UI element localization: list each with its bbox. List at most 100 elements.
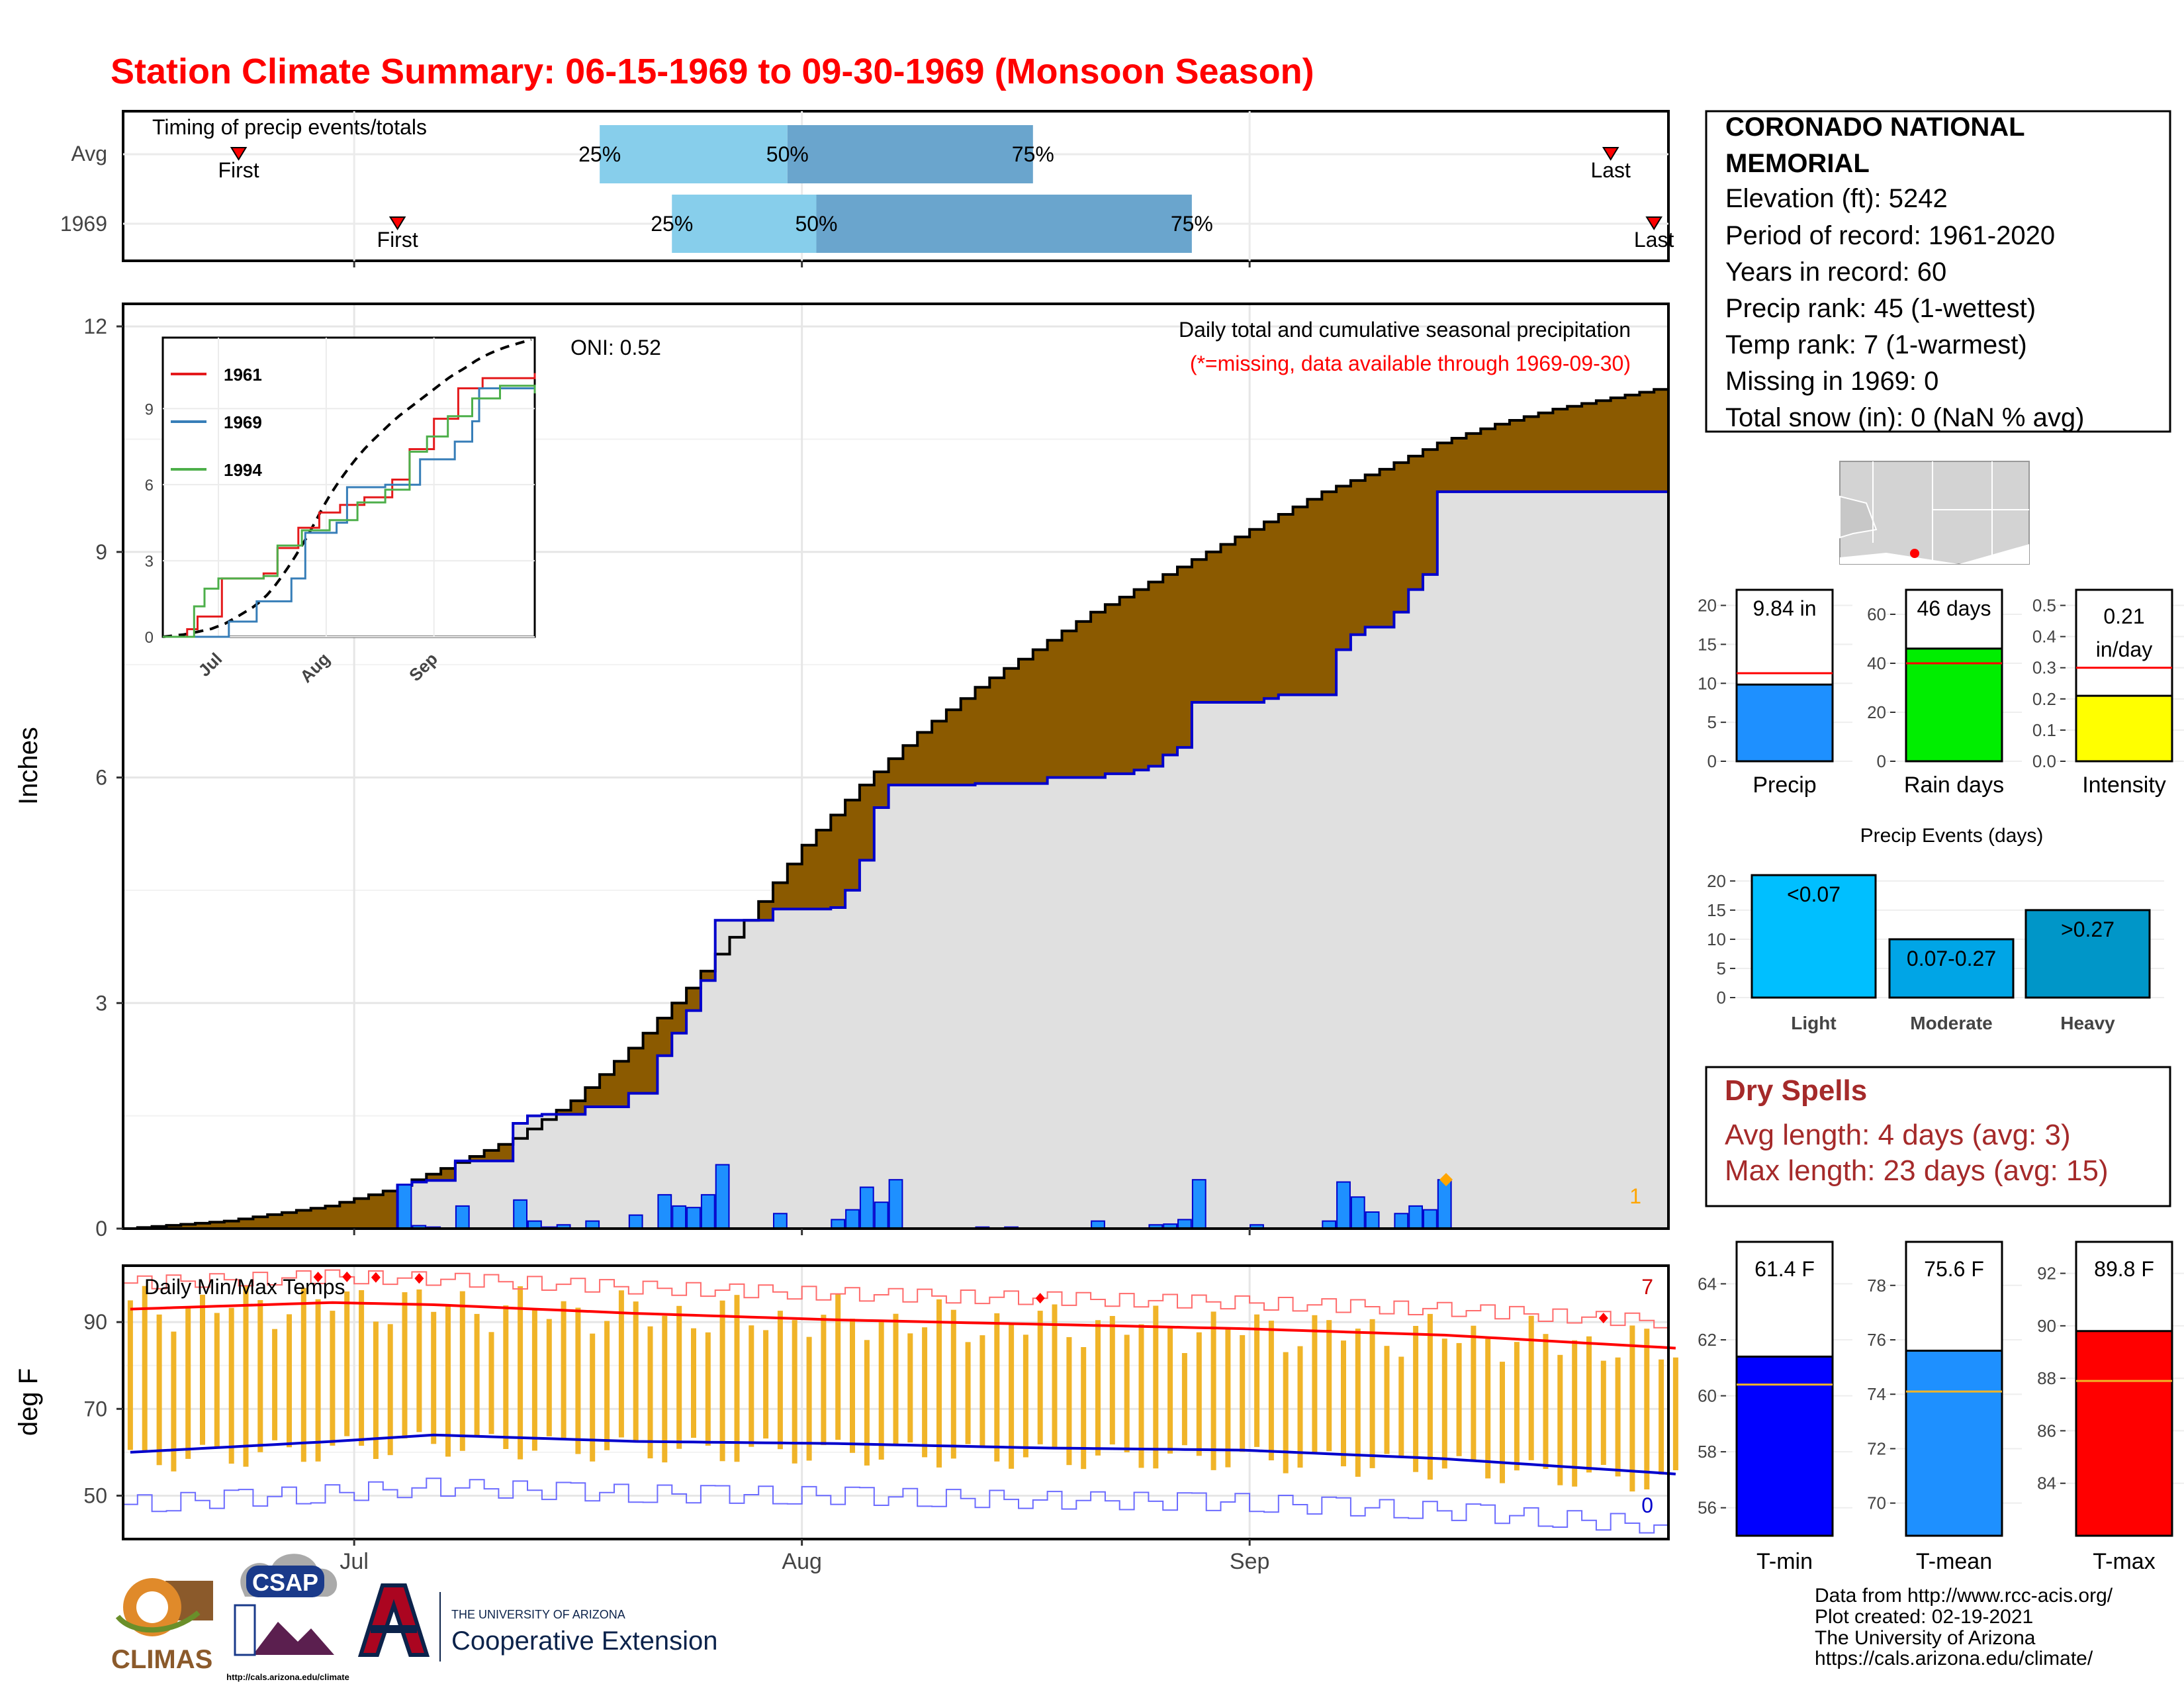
- daily-temp-bar: [1341, 1340, 1346, 1467]
- summary-y-tick-label: 40: [1867, 653, 1886, 673]
- temp-summary-category-label: T-mean: [1916, 1549, 1992, 1574]
- precip-max-day-marker: [1439, 1173, 1453, 1186]
- summary-y-tick-label: 20: [1867, 702, 1886, 722]
- daily-temp-bar: [1312, 1315, 1318, 1453]
- summary-y-tick-label: 0.4: [2032, 627, 2056, 647]
- daily-precip-bar: [1177, 1219, 1192, 1230]
- daily-temp-bar: [965, 1342, 971, 1444]
- daily-precip-bar: [397, 1184, 412, 1229]
- temp-max-record-count: 7: [1641, 1275, 1653, 1299]
- temp-summary-value-bar: [1905, 1349, 2003, 1537]
- inset-y-tick-label: 3: [145, 553, 154, 571]
- daily-temp-bar: [474, 1313, 480, 1436]
- daily-temp-bar: [575, 1307, 581, 1454]
- precip-y-tick-label: 9: [95, 540, 107, 564]
- station-name-line1: CORONADO NATIONAL: [1725, 113, 2025, 142]
- daily-temp-bar: [200, 1294, 205, 1445]
- daily-temp-bar: [1369, 1319, 1375, 1468]
- timing-row-label-avg: Avg: [71, 142, 107, 165]
- daily-temp-bar: [300, 1288, 306, 1462]
- dry-spells-title: Dry Spells: [1725, 1074, 1867, 1107]
- x-axis: Jul Aug Sep: [340, 261, 1269, 1574]
- temp-summary-value-bar: [1735, 1355, 1834, 1537]
- temp-summary-category-label: T-max: [2093, 1549, 2155, 1574]
- daily-temp-bar: [1081, 1347, 1087, 1470]
- daily-temp-bar: [676, 1305, 682, 1449]
- temperature-panel: Daily Min/Max Temps 7 0 50 70 90 deg F: [14, 1264, 1678, 1540]
- events-y-tick-label: 5: [1717, 959, 1726, 978]
- inset-line-1961: [163, 373, 536, 638]
- temp-summary-y-tick-label: 86: [2037, 1421, 2056, 1440]
- daily-temp-bar: [1572, 1340, 1578, 1487]
- temp-summary-y-tick-label: 74: [1867, 1384, 1886, 1404]
- temp-summary-value-bar: [2075, 1330, 2173, 1537]
- daily-temp-bar: [647, 1326, 653, 1459]
- summary-bar-category-label: Precip: [1752, 773, 1816, 798]
- timing-first-marker: [230, 147, 248, 161]
- daily-temp-bar: [705, 1332, 711, 1446]
- daily-temp-bar: [1023, 1335, 1028, 1458]
- events-bar-value-label: >0.27: [2061, 917, 2115, 941]
- daily-temp-bar: [214, 1313, 220, 1449]
- station-location-dot: [1910, 549, 1919, 558]
- footer-data-source: Data from http://www.rcc-acis.org/: [1815, 1585, 2113, 1607]
- daily-temp-bar: [402, 1292, 408, 1438]
- daily-temp-bar: [777, 1311, 783, 1450]
- summary-bar-value-label: 46 days: [1917, 596, 1991, 620]
- daily-precip-bar: [845, 1209, 860, 1229]
- daily-temp-bar: [1672, 1357, 1678, 1470]
- daily-temp-bar: [1543, 1334, 1549, 1470]
- average-tmax-line: [130, 1301, 1676, 1350]
- daily-precip-bar: [1408, 1205, 1423, 1230]
- csap-url: http://cals.arizona.edu/climate: [226, 1672, 349, 1682]
- daily-temp-bar: [1037, 1311, 1043, 1444]
- daily-temp-bar: [1124, 1335, 1130, 1452]
- daily-temp-bar: [936, 1299, 942, 1468]
- daily-temp-bar: [185, 1306, 191, 1459]
- daily-temp-bar: [1283, 1352, 1289, 1474]
- daily-temp-bar: [979, 1335, 985, 1446]
- summary-y-tick-label: 10: [1698, 673, 1717, 693]
- summary-y-tick-label: 0: [1707, 751, 1717, 771]
- daily-temp-bar: [1500, 1362, 1505, 1483]
- daily-temp-bar: [488, 1332, 494, 1434]
- daily-temp-bar: [1095, 1320, 1101, 1456]
- daily-temp-bar: [1066, 1336, 1072, 1466]
- temperature-summary-charts: 56 58 60 62 64 61.4 F T-min 70 72 74 76 78 75.6 F T-m…: [1698, 1241, 2184, 1574]
- cumulative-average-line: [123, 386, 1670, 1230]
- timing-bar-50-75: [787, 125, 1033, 183]
- summary-y-tick-label: 60: [1867, 604, 1886, 624]
- dry-spells-max: Max length: 23 days (avg: 15): [1725, 1154, 2109, 1187]
- timing-p50-label: 50%: [795, 212, 837, 236]
- record-high-marker: [1035, 1293, 1045, 1304]
- temp-summary-value-label: 75.6 F: [1924, 1257, 1984, 1281]
- daily-temp-bar: [1615, 1357, 1621, 1477]
- daily-temp-bar: [835, 1293, 841, 1440]
- record-high-marker: [313, 1272, 323, 1283]
- average-tmin-line: [130, 1433, 1676, 1476]
- events-y-tick-label: 0: [1717, 988, 1726, 1008]
- station-elevation: Elevation (ft): 5242: [1725, 184, 1948, 213]
- daily-temp-bar: [1456, 1342, 1462, 1456]
- temp-summary-y-tick-label: 72: [1867, 1438, 1886, 1458]
- daily-temp-bar: [1629, 1325, 1635, 1492]
- station-precip-rank: Precip rank: 45 (1-wettest): [1725, 294, 2036, 323]
- page-title: Station Climate Summary: 06-15-1969 to 0…: [111, 52, 1314, 91]
- daily-temp-bar: [546, 1319, 552, 1436]
- daily-temp-bar: [1225, 1328, 1231, 1468]
- csap-logo-text: CSAP: [252, 1569, 318, 1596]
- station-temp-rank: Temp rank: 7 (1-warmest): [1725, 330, 2027, 359]
- daily-temp-bar: [142, 1286, 148, 1451]
- cumulative-1969-area: [123, 489, 1668, 1229]
- daily-temp-bar: [662, 1315, 668, 1463]
- daily-temp-bar: [431, 1311, 437, 1444]
- summary-y-tick-label: 15: [1698, 634, 1717, 654]
- timing-last-label: Last: [1634, 228, 1674, 252]
- daily-temp-bar: [243, 1285, 249, 1467]
- ua-small-text: THE UNIVERSITY OF ARIZONA: [451, 1608, 625, 1621]
- inset-line-1969: [163, 387, 536, 638]
- temp-summary-y-tick-label: 60: [1698, 1386, 1717, 1406]
- inset-legend-1994: 1994: [224, 460, 262, 480]
- missing-note: (*=missing, data available through 1969-…: [1190, 352, 1631, 375]
